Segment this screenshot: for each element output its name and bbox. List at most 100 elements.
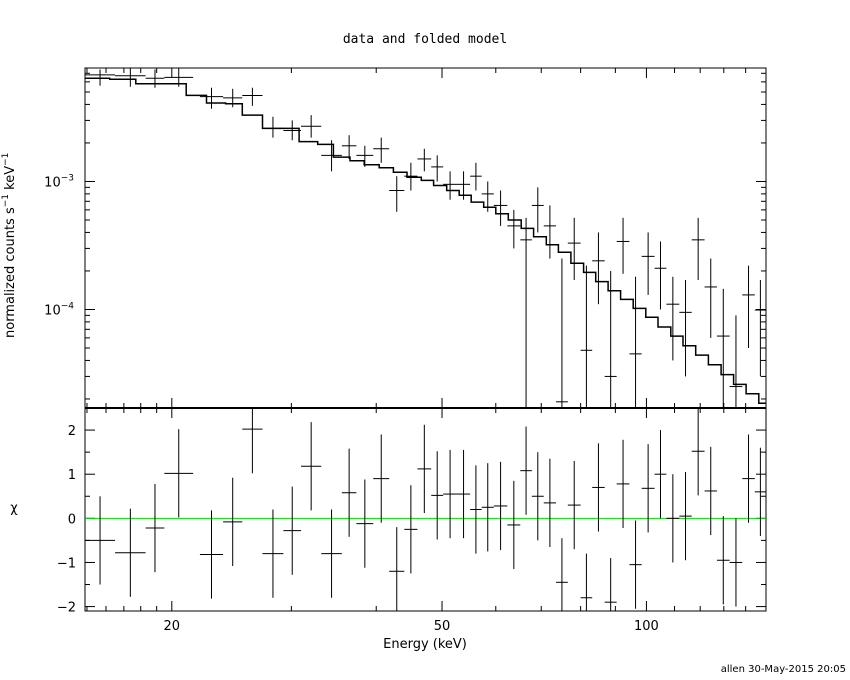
residual-point — [262, 509, 284, 598]
data-point — [341, 135, 357, 159]
data-point — [616, 217, 630, 274]
chart-title: data and folded model — [343, 32, 507, 47]
residual-point — [481, 463, 494, 552]
residual-point — [654, 430, 667, 519]
data-point — [580, 265, 593, 408]
data-point — [691, 217, 705, 280]
residual-point — [373, 434, 390, 523]
data-point — [443, 171, 457, 200]
data-point — [356, 145, 374, 167]
y-tick-label: −2 — [57, 601, 76, 616]
data-point — [199, 87, 224, 109]
top-panel: 10−310−4 — [44, 67, 767, 409]
residual-point — [629, 520, 642, 609]
data-point — [431, 155, 444, 182]
y-tick-label: 1 — [68, 468, 76, 483]
data-point — [470, 162, 482, 191]
residual-point — [115, 508, 146, 597]
y-axis-label-sup2: −1 — [1, 153, 11, 166]
data-point — [654, 241, 667, 310]
residual-point — [754, 447, 766, 536]
residual-point — [341, 448, 357, 537]
residual-point — [417, 424, 432, 514]
data-point — [115, 68, 146, 87]
residual-point — [223, 477, 243, 566]
residual-point — [301, 422, 322, 511]
x-axis-label: Energy (keV) — [383, 637, 467, 652]
data-point — [321, 140, 342, 172]
model-step-line — [85, 77, 766, 405]
data-point — [456, 171, 471, 200]
data-point — [493, 190, 508, 226]
data-point — [666, 276, 680, 361]
data-point — [404, 162, 418, 191]
residual-point — [507, 480, 521, 570]
data-point — [567, 217, 581, 280]
residual-point — [604, 558, 617, 611]
data-point — [556, 258, 568, 408]
residual-point — [729, 518, 743, 607]
data-point — [223, 88, 243, 108]
residual-point — [691, 408, 705, 496]
residual-point — [531, 452, 544, 541]
residual-point — [716, 516, 730, 605]
data-point — [417, 148, 432, 172]
y-tick-label: 10−4 — [44, 301, 74, 318]
x-tick-labels: 20 50 100 — [164, 619, 659, 634]
residual-point — [567, 460, 581, 550]
residual-point — [389, 527, 405, 611]
y-axis-label-mid: keV — [3, 166, 18, 194]
data-point — [145, 69, 165, 88]
residual-point — [404, 485, 418, 574]
residual-point — [666, 474, 680, 563]
y-tick-label-base: 10 — [44, 303, 61, 318]
data-point — [604, 270, 617, 408]
residual-point — [679, 471, 692, 561]
residual-point — [556, 538, 568, 611]
residual-point — [199, 510, 224, 599]
y-axis-label-sup1: −1 — [1, 194, 11, 207]
residual-point — [431, 451, 444, 540]
data-point — [481, 181, 494, 212]
residual-point — [470, 465, 482, 554]
residual-point — [242, 408, 263, 474]
bottom-panel: 2 1 0 −1 −2 — [57, 407, 767, 616]
data-point — [262, 116, 284, 138]
residual-point — [704, 446, 717, 536]
y-axis-label-top: normalized counts s−1 keV−1 — [1, 153, 18, 338]
residual-point — [543, 458, 557, 548]
footer-timestamp: allen 30-May-2015 20:05 — [721, 664, 846, 675]
residual-point — [580, 553, 593, 611]
data-point — [629, 276, 642, 408]
data-point — [531, 187, 544, 233]
data-point — [85, 69, 116, 86]
data-point — [373, 137, 390, 163]
data-point — [716, 288, 730, 408]
residual-point — [616, 439, 630, 529]
data-point — [592, 232, 605, 305]
residual-point — [742, 434, 755, 523]
data-point — [754, 279, 766, 377]
data-point — [742, 265, 755, 349]
data-point — [679, 279, 692, 377]
residual-point — [641, 444, 655, 533]
data-point — [520, 217, 532, 408]
residual-point — [85, 496, 116, 585]
top-panel-frame — [84, 67, 767, 409]
y-tick-label: −1 — [57, 556, 76, 571]
data-point — [283, 120, 302, 141]
x-tick-label: 20 — [164, 619, 181, 634]
residual-point — [520, 426, 532, 515]
residual-point — [456, 449, 471, 539]
y-tick-label: 0 — [68, 512, 76, 527]
residual-point — [443, 449, 457, 539]
data-point — [389, 176, 405, 212]
data-point — [704, 258, 717, 338]
data-point — [242, 87, 263, 106]
data-point — [301, 115, 322, 138]
x-tick-label: 50 — [434, 619, 451, 634]
y-tick-label-base: 10 — [44, 175, 61, 190]
y-tick-label-exponent: −3 — [61, 173, 74, 183]
residual-point — [321, 509, 342, 598]
y-tick-label-exponent: −4 — [61, 301, 75, 311]
